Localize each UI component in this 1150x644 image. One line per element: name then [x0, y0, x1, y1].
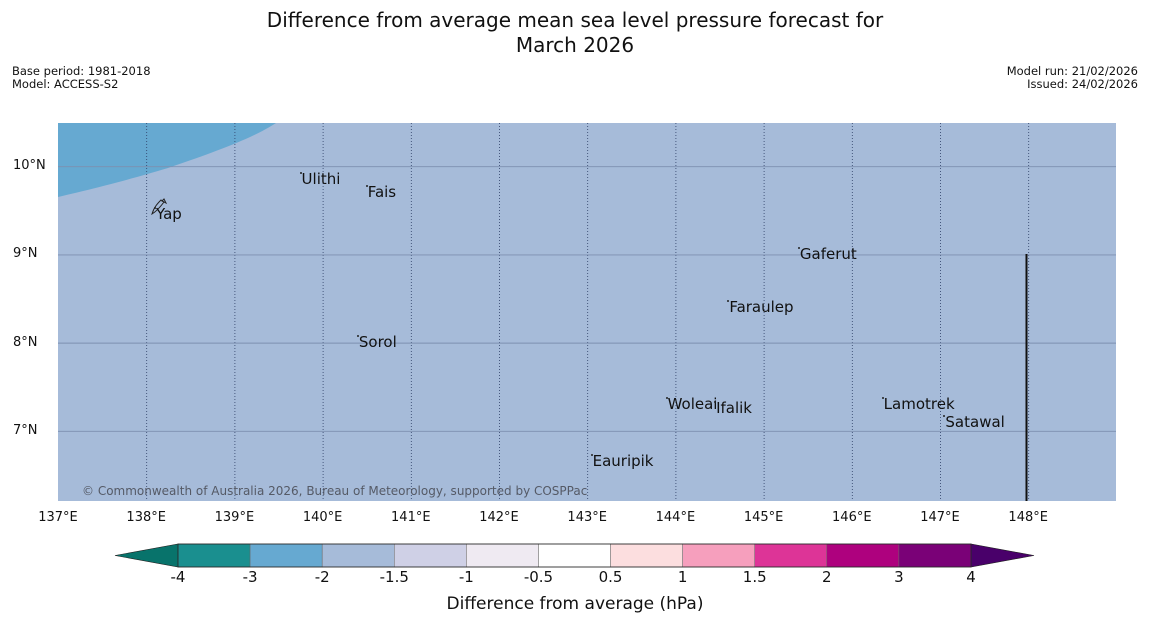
- pressure-anomaly-patch: [58, 123, 276, 197]
- title-line-2: March 2026: [515, 33, 635, 57]
- colorbar-segment: [177, 543, 251, 568]
- latitude-label: 9°N: [13, 246, 38, 262]
- issued-date: Issued: 24/02/2026: [1027, 77, 1138, 91]
- colorbar-segment: [826, 543, 900, 568]
- latitude-label: 10°N: [13, 158, 46, 174]
- colorbar-tick-label: 0.5: [598, 568, 623, 586]
- place-marker: [797, 247, 800, 249]
- colorbar-tick-label: 4: [966, 568, 976, 586]
- place-label-fais: Fais: [367, 183, 397, 202]
- place-label-gaferut: Gaferut: [799, 245, 857, 263]
- longitude-label: 143°E: [567, 510, 607, 525]
- colorbar-tick-label: 3: [894, 568, 904, 586]
- longitude-label: 148°E: [1008, 510, 1048, 525]
- colorbar-segment: [682, 543, 755, 568]
- place-marker: [714, 401, 717, 404]
- latitude-label: 8°N: [13, 334, 38, 350]
- longitude-label: 147°E: [920, 510, 960, 525]
- place-label-satawal: Satawal: [945, 412, 1005, 431]
- colorbar-over-arrow: [970, 543, 1035, 568]
- longitude-label: 146°E: [832, 510, 872, 525]
- longitude-label: 137°E: [38, 510, 78, 525]
- longitude-label: 144°E: [655, 510, 696, 525]
- colorbar-segment: [610, 543, 683, 568]
- colorbar-segment: [394, 543, 467, 568]
- colorbar-under-arrow: [114, 543, 179, 568]
- colorbar-tick-label: 1.5: [742, 568, 767, 586]
- place-marker: [154, 207, 157, 210]
- colorbar-segment: [754, 543, 828, 568]
- map-panel[interactable]: Ulithi Fais Yap Gaferut Faraulep Sorol Lamotre…: [58, 123, 1116, 501]
- title-line-1: Difference from average mean sea level p…: [266, 8, 884, 32]
- place-label-eauripik: Eauripik: [592, 452, 654, 471]
- colorbar-segment: [249, 543, 323, 568]
- map-background: [58, 123, 1116, 501]
- place-label-woleai: Woleai: [667, 394, 718, 413]
- colorbar-segment: [538, 543, 611, 568]
- longitude-label: 138°E: [126, 510, 166, 525]
- place-label-ifalik: Ifalik: [716, 399, 752, 418]
- place-label-yap: Yap: [156, 205, 182, 224]
- longitude-label: 142°E: [479, 510, 519, 525]
- colorbar-frame: [177, 543, 972, 568]
- colorbar-tick-label: -4: [170, 568, 186, 586]
- chart-title: Difference from average mean sea level p…: [0, 8, 1150, 58]
- place-marker: [881, 396, 884, 399]
- colorbar-segment: [898, 543, 972, 568]
- place-marker: [665, 396, 668, 399]
- model-run: Model run: 21/02/2026: [1006, 64, 1138, 78]
- meta-right: Model run: 21/02/2026 Issued: 24/02/2026: [1007, 65, 1138, 91]
- place-label-ulithi: Ulithi: [301, 170, 341, 189]
- longitude-label: 140°E: [302, 510, 343, 525]
- place-marker: [365, 185, 368, 188]
- colorbar-tick-label: -3: [242, 568, 258, 586]
- place-marker: [356, 335, 359, 338]
- colorbar-tick-label: 2: [822, 568, 832, 586]
- place-marker: [299, 172, 302, 175]
- colorbar-tick-label: -1: [458, 568, 474, 586]
- colorbar-tick-label: -1.5: [379, 568, 409, 586]
- longitude-label: 139°E: [214, 510, 255, 525]
- model-name: Model: ACCESS-S2: [12, 77, 119, 91]
- place-marker: [590, 454, 593, 457]
- colorbar-segment: [466, 543, 539, 568]
- colorbar-segment: [321, 543, 395, 568]
- latitude-label: 7°N: [13, 422, 38, 438]
- map-svg: [58, 123, 1116, 501]
- place-marker: [943, 414, 946, 417]
- base-period: Base period: 1981-2018: [12, 64, 151, 78]
- place-marker: [727, 299, 730, 302]
- place-label-lamotrek: Lamotrek: [883, 394, 955, 413]
- place-label-sorol: Sorol: [358, 333, 397, 352]
- place-label-faraulep: Faraulep: [729, 297, 794, 316]
- colorbar-tick-label: -2: [314, 568, 330, 586]
- colorbar-tick-label: -0.5: [523, 568, 554, 586]
- colorbar-tick-label: 1: [677, 568, 688, 586]
- longitude-label: 141°E: [391, 510, 431, 525]
- colorbar-label: Difference from average (hPa): [446, 594, 704, 614]
- copyright-notice: © Commonwealth of Australia 2026, Bureau…: [82, 484, 588, 498]
- gridlines: [58, 123, 1116, 501]
- longitude-label: 145°E: [743, 510, 784, 525]
- meta-left: Base period: 1981-2018 Model: ACCESS-S2: [12, 65, 151, 91]
